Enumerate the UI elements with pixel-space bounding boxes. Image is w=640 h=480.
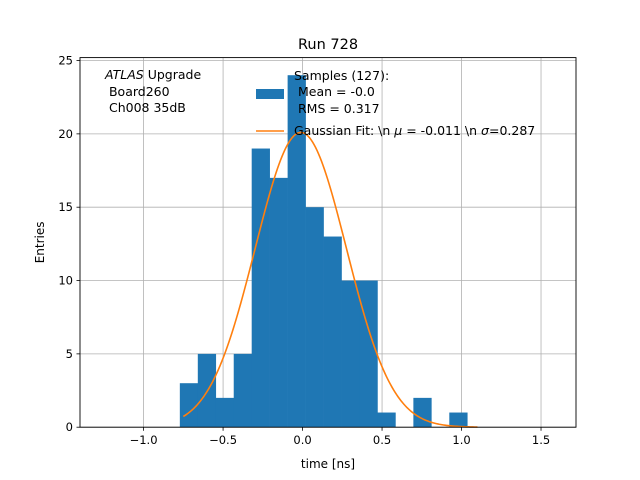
x-tick-label: 0.5 — [373, 433, 391, 447]
y-tick-label: 0 — [66, 420, 73, 434]
x-tick-label: 1.5 — [532, 433, 550, 447]
histogram-bar — [233, 353, 252, 428]
legend-hist-line-2: Mean = -0.0 — [294, 84, 375, 99]
legend-hist-line-1: Samples (127): — [294, 68, 389, 83]
x-axis-label: time [ns] — [301, 457, 355, 471]
legend-fit-mid: = -0.011 \n — [402, 123, 481, 138]
histogram-bar — [287, 75, 306, 428]
legend-hist-swatch — [256, 89, 284, 99]
y-tick-label: 20 — [58, 127, 73, 141]
y-tick-label: 15 — [58, 200, 73, 214]
chart-title: Run 728 — [298, 37, 358, 53]
histogram-bar — [251, 148, 270, 428]
histogram-bar — [269, 177, 288, 428]
gaussian-fit-curve — [182, 131, 478, 428]
annotation-line-1: ATLAS Upgrade — [104, 67, 201, 82]
annotation-line-2: Board260 — [105, 84, 170, 99]
legend-fit-prefix: Gaussian Fit: \n — [294, 123, 394, 138]
histogram-bar — [377, 412, 396, 428]
histogram-bar — [449, 412, 468, 428]
legend-fit-suffix: =0.287 — [489, 123, 535, 138]
y-tick-label: 25 — [58, 54, 73, 68]
gaussian-fit-layer — [182, 131, 478, 428]
legend: Samples (127): Mean = -0.0 RMS = 0.317 G… — [256, 68, 535, 138]
y-axis-label: Entries — [33, 222, 47, 264]
legend-fit-sigma: σ — [481, 123, 490, 138]
histogram-bar — [305, 207, 324, 428]
annotation-upgrade: Upgrade — [144, 67, 202, 82]
y-tick-label: 5 — [66, 347, 73, 361]
axis-ticks: −1.0 −0.5 0.0 0.5 1.0 1.5 0 5 10 15 20 25 — [58, 54, 550, 448]
annotation-line-3: Ch008 35dB — [105, 100, 186, 115]
histogram-bar — [215, 397, 235, 428]
histogram-bar — [359, 280, 378, 428]
annotation-atlas: ATLAS — [104, 67, 144, 82]
x-tick-label: −0.5 — [209, 433, 237, 447]
plot-frame — [79, 57, 577, 428]
histogram-bar — [341, 280, 360, 428]
legend-fit-label: Gaussian Fit: \n μ = -0.011 \n σ=0.287 — [294, 123, 535, 138]
y-tick-label: 10 — [58, 274, 73, 288]
histogram-bar — [323, 236, 342, 428]
x-tick-label: 0.0 — [293, 433, 311, 447]
legend-hist-line-3: RMS = 0.317 — [294, 101, 380, 116]
atlas-annotation: ATLAS Upgrade Board260 Ch008 35dB — [104, 67, 201, 115]
histogram-bar — [413, 397, 432, 428]
legend-fit-mu: μ — [393, 123, 402, 138]
x-tick-label: 1.0 — [452, 433, 470, 447]
x-tick-label: −1.0 — [130, 433, 158, 447]
histogram-bars — [179, 75, 468, 428]
histogram-bar — [179, 383, 199, 428]
